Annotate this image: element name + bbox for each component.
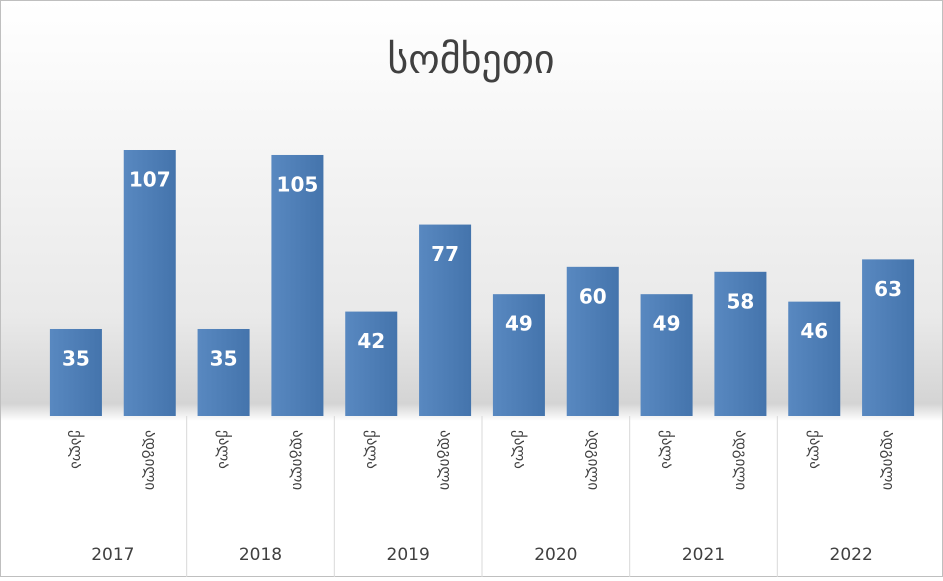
group-label: 2022 (830, 545, 873, 565)
bar-shade (492, 294, 545, 416)
chart-title: სომხეთი (387, 37, 554, 83)
data-label: 77 (431, 242, 459, 266)
group-label: 2021 (682, 545, 725, 565)
bar-shade (49, 328, 102, 416)
data-label: 46 (800, 319, 828, 343)
data-label: 107 (129, 168, 171, 192)
x-tick-label: ქალა (215, 430, 233, 469)
data-label: 35 (210, 346, 238, 370)
x-tick-label: ქალა (67, 430, 85, 469)
group-label: 2017 (91, 545, 134, 565)
bar-shade (788, 301, 841, 416)
data-label: 60 (579, 284, 607, 308)
bar-shade (640, 294, 693, 416)
data-label: 49 (505, 312, 533, 336)
data-label: 105 (277, 172, 319, 196)
x-tick-label: ადგილი (880, 430, 898, 490)
x-tick-label: ადგილი (732, 430, 750, 490)
data-label: 49 (653, 312, 681, 336)
x-tick-label: ქალა (510, 430, 528, 469)
bar-shade (714, 271, 767, 416)
bar-shade (419, 224, 472, 416)
bar-shade (271, 154, 324, 416)
x-tick-label: ადგილი (289, 430, 307, 490)
data-label: 58 (726, 289, 754, 313)
bar-shade (345, 311, 398, 416)
x-tick-label: ადგილი (141, 430, 159, 490)
data-label: 63 (874, 277, 902, 301)
bar-shade (197, 328, 250, 416)
data-label: 35 (62, 346, 90, 370)
group-label: 2019 (387, 545, 430, 565)
group-label: 2020 (534, 545, 577, 565)
x-tick-label: ქალა (658, 430, 676, 469)
data-label: 42 (357, 329, 385, 353)
x-tick-label: ქალა (806, 430, 824, 469)
x-tick-label: ქალა (363, 430, 381, 469)
bar-shade (566, 266, 619, 416)
group-label: 2018 (239, 545, 282, 565)
bar-shade (862, 259, 915, 416)
bar-shade (123, 150, 176, 416)
x-tick-label: ადგილი (437, 430, 455, 490)
x-tick-label: ადგილი (584, 430, 602, 490)
